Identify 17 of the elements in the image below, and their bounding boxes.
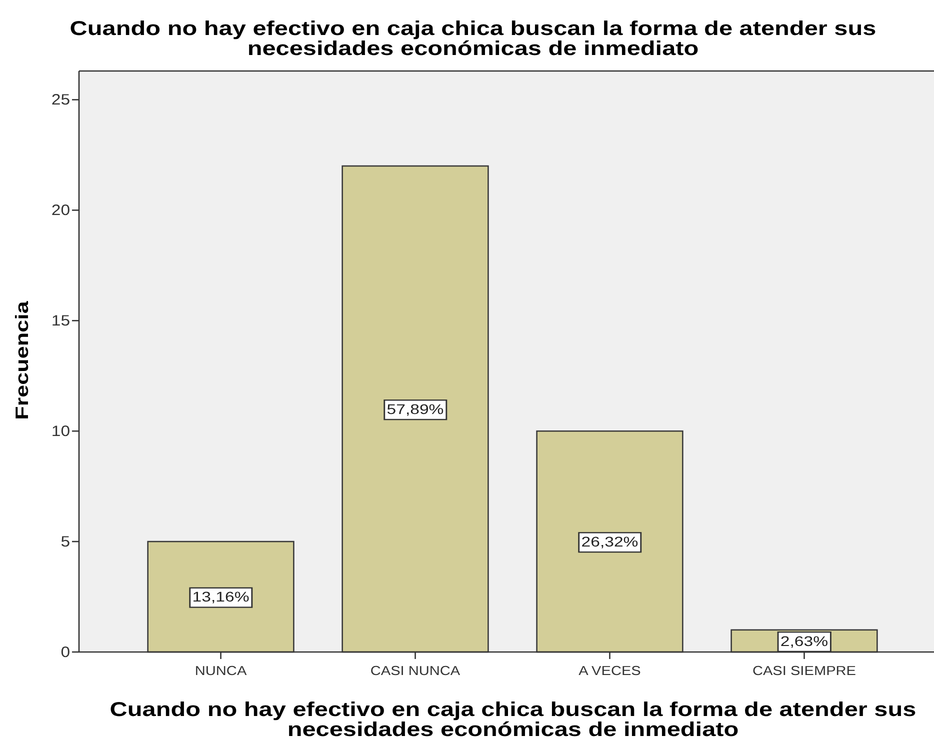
- annotation: 26,32%: [581, 534, 638, 550]
- x-tick-label: NUNCA: [194, 664, 248, 678]
- y-tick-label: 0: [60, 644, 70, 661]
- x-tick-label: CASI SIEMPRE: [752, 664, 856, 678]
- x-tick-label: A VECES: [578, 664, 641, 678]
- annotation: 2,63%: [780, 634, 828, 650]
- annotation: 13,16%: [192, 590, 250, 606]
- y-tick-label: 20: [51, 202, 70, 219]
- x-axis-title: Cuando no hay efectivo en caja chica buscan la forma de atender sus necesidades económicas de inmediato: [110, 698, 916, 740]
- y-axis-title: Frecuencia: [12, 300, 32, 420]
- x-tick-label: CASI NUNCA: [370, 664, 461, 678]
- y-tick-label: 10: [51, 424, 70, 440]
- chart-title: Cuando no hay efectivo en caja chica buscan la forma de atender sus necesidades económicas de inmediato: [70, 17, 876, 60]
- y-tick-label: 5: [60, 534, 70, 550]
- annotation: 57,89%: [386, 402, 444, 418]
- y-tick-label: 15: [51, 313, 70, 330]
- y-tick-label: 25: [51, 92, 70, 108]
